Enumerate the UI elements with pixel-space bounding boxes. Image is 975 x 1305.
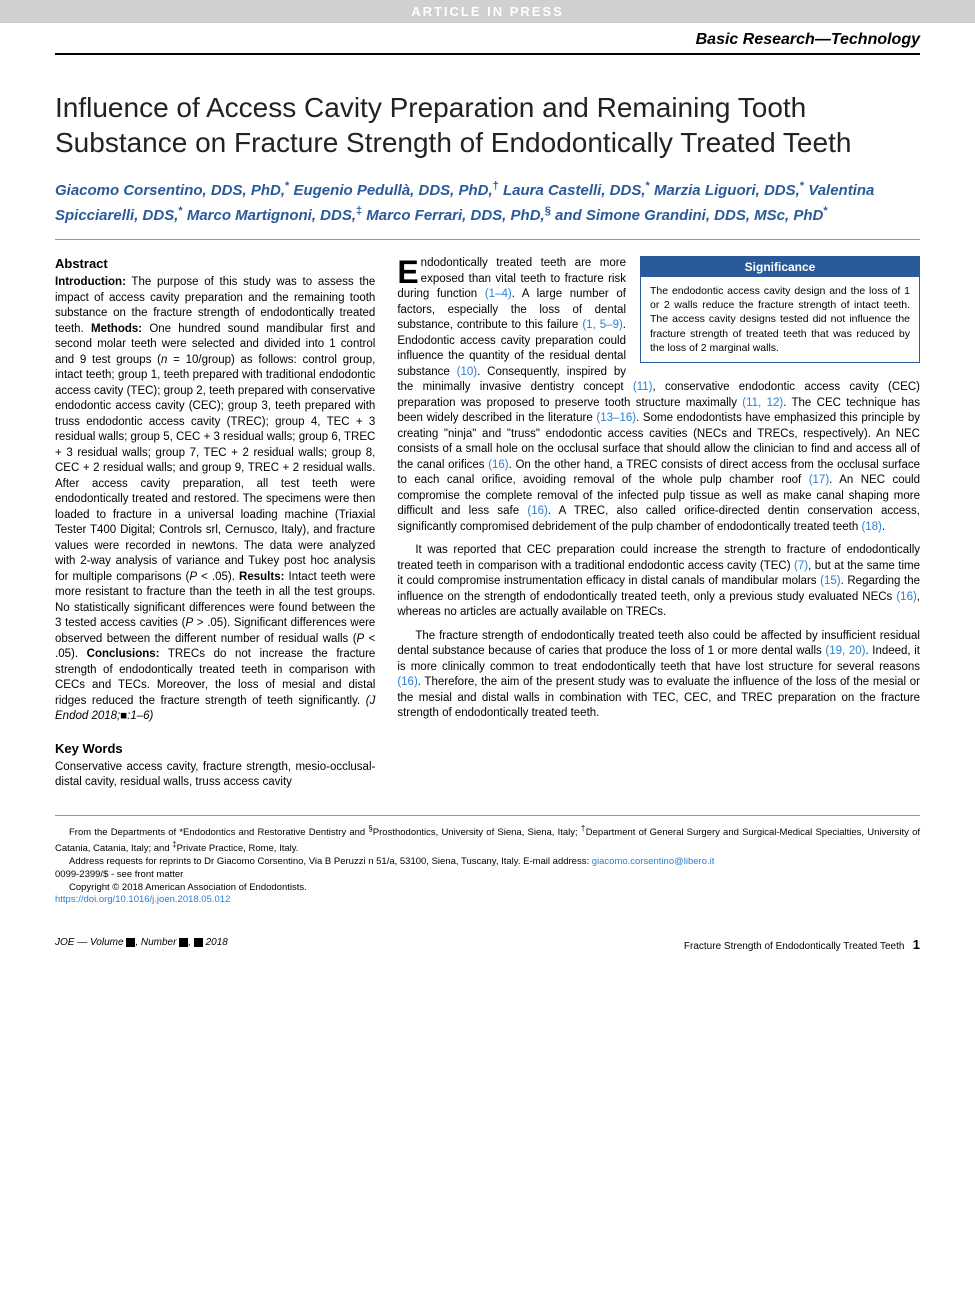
right-column: Significance The endodontic access cavit…: [397, 256, 920, 791]
page-number: 1: [913, 937, 920, 952]
article-title: Influence of Access Cavity Preparation a…: [55, 90, 920, 160]
left-column: Abstract Introduction: The purpose of th…: [55, 256, 375, 791]
significance-box: Significance The endodontic access cavit…: [640, 256, 920, 363]
page-footer: JOE — Volume , Number , 2018 Fracture St…: [55, 937, 920, 952]
copyright-line: Copyright © 2018 American Association of…: [55, 882, 920, 895]
section-label: Basic Research—Technology: [55, 31, 920, 55]
author-list: Giacomo Corsentino, DDS, PhD,* Eugenio P…: [55, 178, 920, 227]
keywords-body: Conservative access cavity, fracture str…: [55, 760, 375, 791]
article-in-press-banner: ARTICLE IN PRESS: [0, 0, 975, 23]
running-title: Fracture Strength of Endodontically Trea…: [684, 941, 905, 952]
abstract-heading: Abstract: [55, 256, 375, 271]
keywords-heading: Key Words: [55, 741, 375, 756]
issn-line: 0099-2399/$ - see front matter: [55, 869, 920, 882]
footer-left: JOE — Volume , Number , 2018: [55, 937, 228, 952]
footer-right: Fracture Strength of Endodontically Trea…: [684, 937, 920, 952]
correspondence: Address requests for reprints to Dr Giac…: [55, 856, 920, 869]
affiliations: From the Departments of *Endodontics and…: [55, 824, 920, 856]
doi-link[interactable]: https://doi.org/10.1016/j.joen.2018.05.0…: [55, 894, 920, 907]
body-paragraph-3: The fracture strength of endodontically …: [397, 629, 920, 722]
significance-body: The endodontic access cavity design and …: [641, 277, 919, 362]
abstract-body: Introduction: The purpose of this study …: [55, 275, 375, 725]
significance-heading: Significance: [641, 257, 919, 277]
footnotes: From the Departments of *Endodontics and…: [55, 815, 920, 907]
body-paragraph-2: It was reported that CEC preparation cou…: [397, 543, 920, 621]
title-rule: [55, 239, 920, 240]
